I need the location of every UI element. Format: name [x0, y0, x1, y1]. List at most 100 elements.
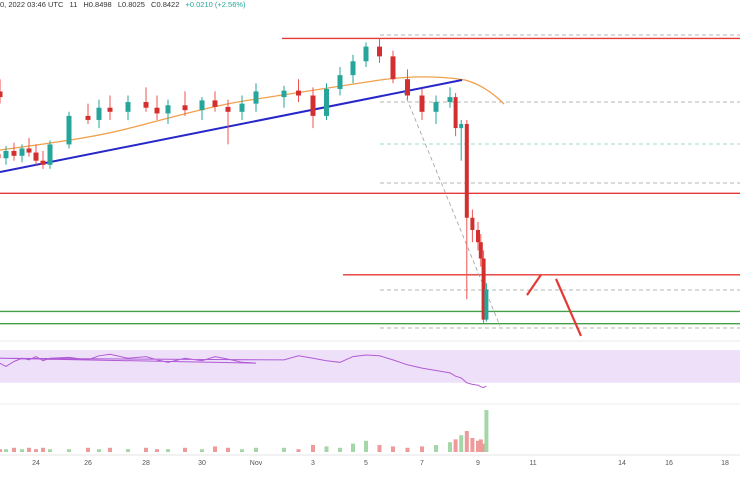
volume-bar-9 — [67, 449, 71, 452]
candle-body-35 — [433, 102, 439, 112]
volume-bar-10 — [86, 447, 90, 452]
candle-body-2 — [3, 150, 9, 159]
candle-body-27 — [324, 88, 329, 116]
candle-body-29 — [350, 61, 356, 76]
volume-bar-2 — [4, 449, 8, 452]
x-tick-label-0: 24 — [32, 460, 40, 467]
candle-body-30 — [363, 46, 369, 62]
volume-bar-40 — [470, 438, 475, 452]
volume-bar-6 — [34, 449, 38, 452]
volume-bar-14 — [144, 447, 148, 452]
volume-bar-39 — [464, 431, 469, 452]
rsi-line — [0, 353, 487, 389]
x-tick-label-7: 7 — [420, 460, 424, 467]
candle-body-26 — [310, 95, 316, 116]
candle-body-12 — [107, 107, 113, 112]
header-date: 0, 2022 03:46 UTC — [0, 0, 64, 9]
candle-body-37 — [453, 97, 458, 129]
volume-bar-17 — [183, 447, 187, 452]
candles-layer — [0, 38, 489, 324]
header-change: +0.0210 (+2.56%) — [185, 0, 246, 9]
volume-bar-22 — [254, 447, 258, 452]
volume-bar-15 — [155, 449, 159, 452]
candle-body-13 — [125, 102, 131, 112]
candle-body-25 — [296, 90, 301, 96]
candle-body-3 — [11, 150, 17, 156]
candle-body-11 — [96, 107, 102, 120]
candle-body-6 — [33, 152, 39, 161]
candle-body-28 — [337, 75, 343, 89]
volume-bar-12 — [108, 447, 112, 452]
volume-bar-18 — [200, 449, 204, 452]
volume-bar-32 — [391, 446, 395, 452]
candle-body-41 — [476, 229, 480, 243]
header-open: 11 — [69, 0, 78, 9]
candle-body-16 — [165, 105, 171, 114]
candle-body-40 — [470, 217, 475, 230]
ohlc-header: 0, 2022 03:46 UTC 11 H0.8498 L0.8025 C0.… — [0, 0, 250, 10]
candle-body-34 — [419, 95, 425, 112]
volume-bar-11 — [97, 449, 101, 452]
moving-average-line — [0, 76, 505, 151]
volume-bar-31 — [377, 445, 382, 452]
trend-line-layer — [0, 79, 501, 327]
volume-bar-24 — [282, 447, 286, 452]
candle-body-4 — [19, 148, 25, 156]
x-tick-label-11: 16 — [665, 460, 673, 467]
x-axis-layer: 24 26 28 30 Nov 3 5 7 9 11 14 16 18 — [0, 454, 740, 467]
volume-bar-35 — [434, 445, 438, 452]
volume-bar-44 — [484, 410, 489, 452]
volume-bar-28 — [338, 447, 342, 452]
volume-bar-16 — [166, 449, 170, 452]
volume-bar-13 — [126, 449, 130, 452]
candle-body-33 — [405, 79, 410, 96]
header-close: C0.8422 — [151, 0, 180, 9]
candle-body-38 — [459, 124, 464, 129]
volume-bar-20 — [226, 447, 230, 452]
candle-body-9 — [66, 115, 72, 145]
candle-body-43 — [481, 258, 486, 320]
volume-layer — [0, 410, 489, 452]
candle-body-44 — [484, 289, 489, 320]
x-tick-label-12: 18 — [721, 460, 729, 467]
candle-body-8 — [47, 144, 53, 165]
x-tick-label-2: 28 — [142, 460, 150, 467]
candle-body-7 — [40, 160, 46, 165]
candle-body-23 — [0, 91, 3, 98]
x-tick-label-6: 5 — [364, 460, 368, 467]
projection-down-leg — [554, 278, 583, 337]
volume-bar-36 — [448, 442, 452, 452]
projection-up-leg — [526, 274, 542, 296]
volume-bar-3 — [12, 447, 16, 452]
volume-bar-34 — [420, 446, 424, 452]
candle-body-10 — [85, 115, 91, 120]
x-tick-label-5: 3 — [311, 460, 315, 467]
volume-bar-43 — [481, 443, 486, 452]
x-tick-label-10: 14 — [618, 460, 626, 467]
candle-body-39 — [464, 124, 469, 218]
volume-bar-30 — [364, 440, 368, 452]
volume-bar-26 — [311, 445, 315, 452]
header-low: L0.8025 — [117, 0, 145, 9]
candle-body-5 — [26, 148, 32, 153]
volume-bar-23 — [0, 449, 2, 452]
volume-bar-25 — [296, 449, 301, 452]
candle-body-19 — [212, 100, 218, 107]
projection-layer — [526, 274, 583, 337]
volume-bar-29 — [351, 443, 355, 452]
volume-bar-7 — [41, 447, 45, 452]
volume-bar-21 — [240, 449, 244, 452]
candle-body-24 — [281, 90, 287, 98]
candle-body-18 — [199, 100, 205, 111]
volume-bar-41 — [476, 440, 480, 452]
header-high: H0.8498 — [83, 0, 112, 9]
levels-layer — [0, 34, 740, 329]
moving-average-layer — [0, 76, 505, 151]
volume-bar-33 — [405, 447, 410, 452]
x-tick-label-3: 30 — [198, 460, 206, 467]
x-tick-label-8: 9 — [476, 460, 480, 467]
x-tick-label-9: 11 — [529, 460, 536, 467]
candle-body-17 — [182, 105, 188, 111]
